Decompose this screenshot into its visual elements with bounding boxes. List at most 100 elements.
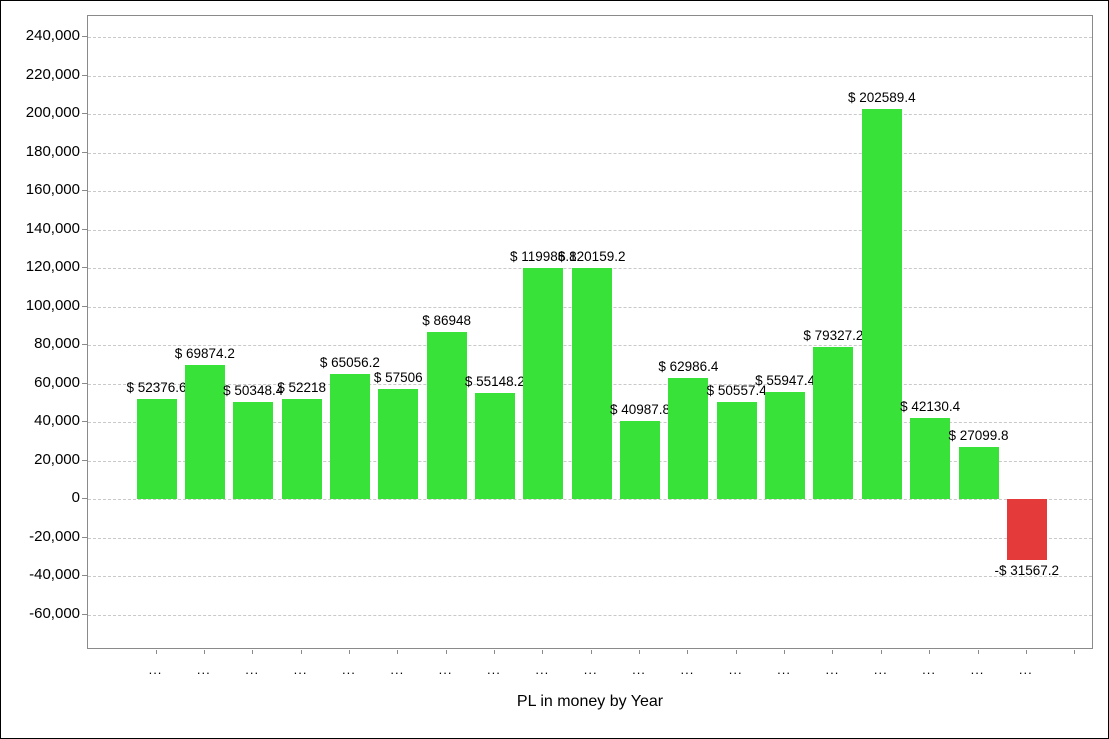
gridline <box>88 114 1092 116</box>
bar-value-label: $ 52218 <box>277 379 326 395</box>
bar-positive <box>474 393 515 500</box>
x-axis-tick <box>445 650 447 654</box>
bar-positive <box>958 447 999 500</box>
x-axis-category-label: ... <box>873 662 888 677</box>
bar-positive <box>281 398 322 500</box>
bar-negative <box>1006 499 1047 561</box>
x-axis-category-label: ... <box>245 662 260 677</box>
y-axis-tick-label: 220,000 <box>25 65 80 83</box>
y-axis-tick-label: 180,000 <box>25 142 80 160</box>
y-axis-tick <box>82 228 87 230</box>
bar-positive <box>861 109 902 500</box>
y-axis-tick-label: -60,000 <box>29 604 80 622</box>
x-axis-tick <box>735 650 737 654</box>
gridline <box>88 614 1092 616</box>
y-axis-tick-label: 140,000 <box>25 219 80 237</box>
y-axis-tick <box>82 190 87 192</box>
x-axis-tick <box>348 650 350 654</box>
gridline <box>88 75 1092 77</box>
bar-positive <box>233 402 274 500</box>
bar-value-label: $ 50348.4 <box>223 383 284 399</box>
x-axis-tick <box>590 650 592 654</box>
y-axis-tick <box>82 305 87 307</box>
bar-value-label: $ 57506 <box>373 369 423 385</box>
x-axis-tick <box>397 650 399 654</box>
y-axis-tick-label: -20,000 <box>29 527 80 545</box>
bar-positive <box>620 420 660 500</box>
x-axis-tick <box>784 650 786 654</box>
x-axis-title: PL in money by Year <box>516 693 664 710</box>
y-axis-tick-label: 0 <box>71 489 80 507</box>
y-axis-tick <box>82 344 87 346</box>
x-axis-category-label: ... <box>293 662 308 677</box>
x-axis-tick <box>929 650 931 654</box>
bar-value-label: -$ 31567.2 <box>994 563 1060 579</box>
y-axis-tick <box>82 113 87 115</box>
y-axis-tick-label: 240,000 <box>25 27 80 45</box>
gridline <box>88 576 1092 578</box>
y-axis-tick <box>82 382 87 384</box>
x-axis-category-label: ... <box>148 662 163 677</box>
bar-value-label: $ 69874.2 <box>174 345 235 361</box>
plot-area: $ 52376.6 $ 69874.2 $ 50348.4 $ 52218 $ 6505… <box>87 15 1093 649</box>
x-axis-category-label: ... <box>486 662 501 677</box>
y-axis-tick <box>82 498 87 500</box>
gridline <box>88 499 1092 501</box>
y-axis-tick <box>82 536 87 538</box>
x-axis-category-label: ... <box>680 662 695 677</box>
bar-value-label: $ 120159.2 <box>557 249 626 264</box>
bar-positive <box>184 364 225 500</box>
y-axis-tick-label: 200,000 <box>25 104 80 122</box>
x-axis-tick <box>493 650 495 654</box>
x-axis-category-label: ... <box>970 662 985 677</box>
bar-positive <box>668 378 709 500</box>
x-axis-category-label: ... <box>438 662 453 677</box>
y-axis-tick-label: 160,000 <box>25 181 80 199</box>
y-axis-tick-label: 100,000 <box>25 296 80 314</box>
x-axis-category-label: ... <box>583 662 598 677</box>
x-axis-tick <box>832 650 834 654</box>
bar-value-label: $ 62986.4 <box>658 359 719 375</box>
x-axis-tick <box>639 650 640 654</box>
x-axis-category-label: ... <box>196 662 211 677</box>
x-axis-category-label: ... <box>390 662 405 677</box>
bar-positive <box>523 268 564 500</box>
x-axis-category-label: ... <box>922 662 937 677</box>
gridline <box>88 37 1092 39</box>
y-axis-tick-label: 120,000 <box>25 258 80 276</box>
bar-positive <box>765 391 806 500</box>
bar-value-label: $ 50557.4 <box>706 383 767 398</box>
bar-value-label: $ 27099.8 <box>948 428 1009 444</box>
y-axis-tick <box>82 459 87 461</box>
x-axis-category-label: ... <box>341 662 356 677</box>
x-axis-tick <box>880 650 882 654</box>
y-axis-tick-label: 40,000 <box>34 412 80 430</box>
x-axis-category-label: ... <box>535 662 550 677</box>
bar-positive <box>716 402 757 500</box>
bar-value-label: $ 55947.4 <box>755 372 816 388</box>
bar-value-label: $ 86948 <box>422 312 471 328</box>
bar-value-label: $ 65056.2 <box>319 355 380 371</box>
y-axis-tick <box>82 151 87 153</box>
x-axis-tick <box>977 650 979 654</box>
y-axis-tick <box>82 267 87 269</box>
bar-value-label: $ 79327.2 <box>803 327 864 343</box>
x-axis-category-label: ... <box>1018 662 1033 677</box>
bar-positive <box>910 418 951 500</box>
x-axis-tick <box>542 650 544 654</box>
y-axis-tick-label: 60,000 <box>34 373 80 391</box>
bar-positive <box>571 268 612 500</box>
bar-positive <box>329 374 370 500</box>
x-axis-tick <box>252 650 254 654</box>
gridline <box>88 152 1092 154</box>
y-axis-tick <box>82 575 87 577</box>
x-axis-tick <box>1025 650 1027 654</box>
bar-positive <box>378 388 419 500</box>
bar-positive <box>136 398 177 500</box>
bar-value-label: $ 202589.4 <box>848 90 916 106</box>
bar-value-label: $ 119986.8 <box>510 249 577 265</box>
y-axis-tick <box>82 36 87 38</box>
x-axis-category-label: ... <box>632 662 646 677</box>
x-axis-tick <box>1074 650 1076 654</box>
